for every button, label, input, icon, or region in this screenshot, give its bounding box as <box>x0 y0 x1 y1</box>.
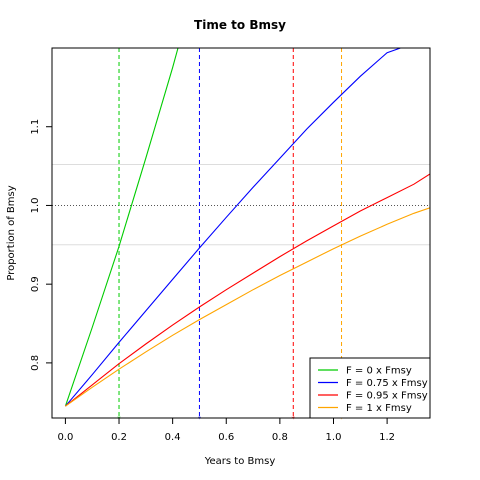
chart-title: Time to Bmsy <box>194 18 286 32</box>
series-line-2 <box>65 173 430 407</box>
legend-label: F = 0 x Fmsy <box>346 366 412 377</box>
x-tick-label: 0.4 <box>165 432 181 443</box>
series-line-1 <box>64 48 401 407</box>
series-line-3 <box>65 207 430 407</box>
y-axis-label: Proportion of Bmsy <box>6 185 17 280</box>
x-marker: * <box>198 415 202 423</box>
y-tick-label: 0.9 <box>30 276 41 292</box>
y-tick-label: 0.8 <box>30 355 41 371</box>
x-marker: * <box>292 415 296 423</box>
plot-area: ****0.00.20.40.60.81.01.20.80.91.01.1 <box>30 47 431 443</box>
x-tick-label: 0.2 <box>111 432 127 443</box>
series-group <box>64 48 430 407</box>
legend-label: F = 0.95 x Fmsy <box>346 391 428 402</box>
legend-label: F = 0.75 x Fmsy <box>346 378 428 389</box>
y-tick-label: 1.0 <box>30 197 41 213</box>
x-tick-label: 1.0 <box>326 432 342 443</box>
x-marker: * <box>340 415 344 423</box>
x-tick-label: 1.2 <box>379 432 395 443</box>
y-tick-label: 1.1 <box>30 119 41 135</box>
x-tick-label: 0.0 <box>57 432 73 443</box>
plot-frame <box>51 47 431 419</box>
legend-label: F = 1 x Fmsy <box>346 403 412 414</box>
series-line-0 <box>64 48 179 407</box>
x-axis-label: Years to Bmsy <box>204 456 276 467</box>
x-tick-label: 0.6 <box>218 432 234 443</box>
x-tick-label: 0.8 <box>272 432 288 443</box>
